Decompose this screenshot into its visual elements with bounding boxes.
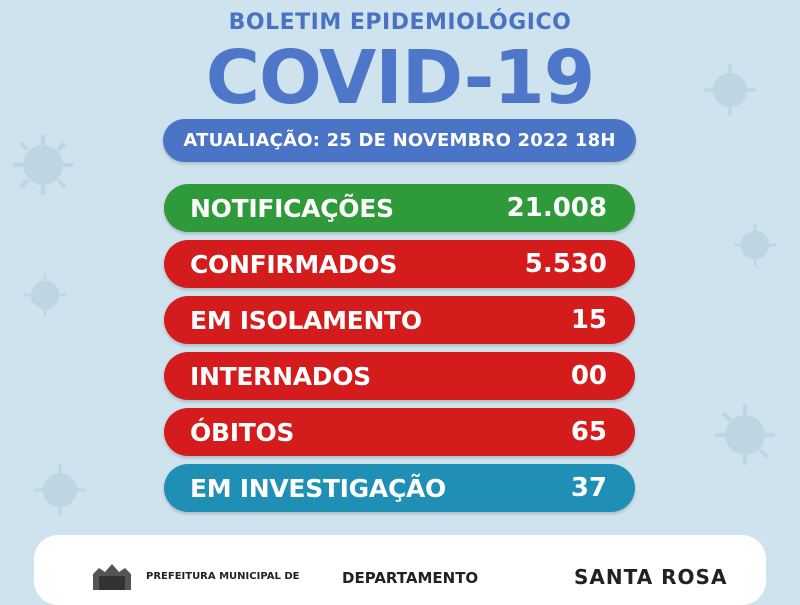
stat-row-em-investigacao: EM INVESTIGAÇÃO 37 bbox=[164, 464, 635, 512]
footer-bar: PREFEITURA MUNICIPAL DE DEPARTAMENTO SAN… bbox=[34, 535, 766, 605]
bulletin-subtitle: BOLETIM EPIDEMIOLÓGICO bbox=[228, 10, 572, 35]
footer-brand-text: SANTA ROSA bbox=[574, 565, 728, 589]
stat-label: CONFIRMADOS bbox=[190, 249, 398, 279]
virus-decoration-icon bbox=[700, 60, 760, 120]
virus-decoration-icon bbox=[30, 460, 90, 520]
update-date-pill: ATUALIAÇÃO: 25 DE NOVEMBRO 2022 18H bbox=[163, 119, 636, 162]
municipal-seal-icon bbox=[89, 560, 135, 590]
stat-label: NOTIFICAÇÕES bbox=[190, 193, 394, 223]
stat-row-confirmados: CONFIRMADOS 5.530 bbox=[164, 240, 635, 288]
stat-value: 5.530 bbox=[524, 249, 607, 279]
stat-value: 21.008 bbox=[506, 193, 607, 223]
stat-label: ÓBITOS bbox=[190, 417, 295, 447]
bulletin-title: COVID-19 bbox=[205, 35, 596, 121]
stat-row-notificacoes: NOTIFICAÇÕES 21.008 bbox=[164, 184, 635, 232]
virus-decoration-icon bbox=[8, 130, 78, 200]
footer-prefeitura-text: PREFEITURA MUNICIPAL DE bbox=[146, 571, 300, 582]
footer-department-text: DEPARTAMENTO bbox=[342, 569, 479, 587]
stat-value: 00 bbox=[570, 361, 607, 391]
stat-value: 65 bbox=[570, 417, 607, 447]
update-date-text: ATUALIAÇÃO: 25 DE NOVEMBRO 2022 18H bbox=[183, 130, 616, 151]
stat-row-obitos: ÓBITOS 65 bbox=[164, 408, 635, 456]
stat-value: 15 bbox=[570, 305, 607, 335]
stat-row-em-isolamento: EM ISOLAMENTO 15 bbox=[164, 296, 635, 344]
stat-label: EM INVESTIGAÇÃO bbox=[190, 473, 446, 503]
stat-value: 37 bbox=[570, 473, 607, 503]
stat-label: INTERNADOS bbox=[190, 361, 371, 391]
virus-decoration-icon bbox=[730, 220, 780, 270]
stat-row-internados: INTERNADOS 00 bbox=[164, 352, 635, 400]
virus-decoration-icon bbox=[20, 270, 70, 320]
stat-label: EM ISOLAMENTO bbox=[190, 305, 422, 335]
virus-decoration-icon bbox=[710, 400, 780, 470]
